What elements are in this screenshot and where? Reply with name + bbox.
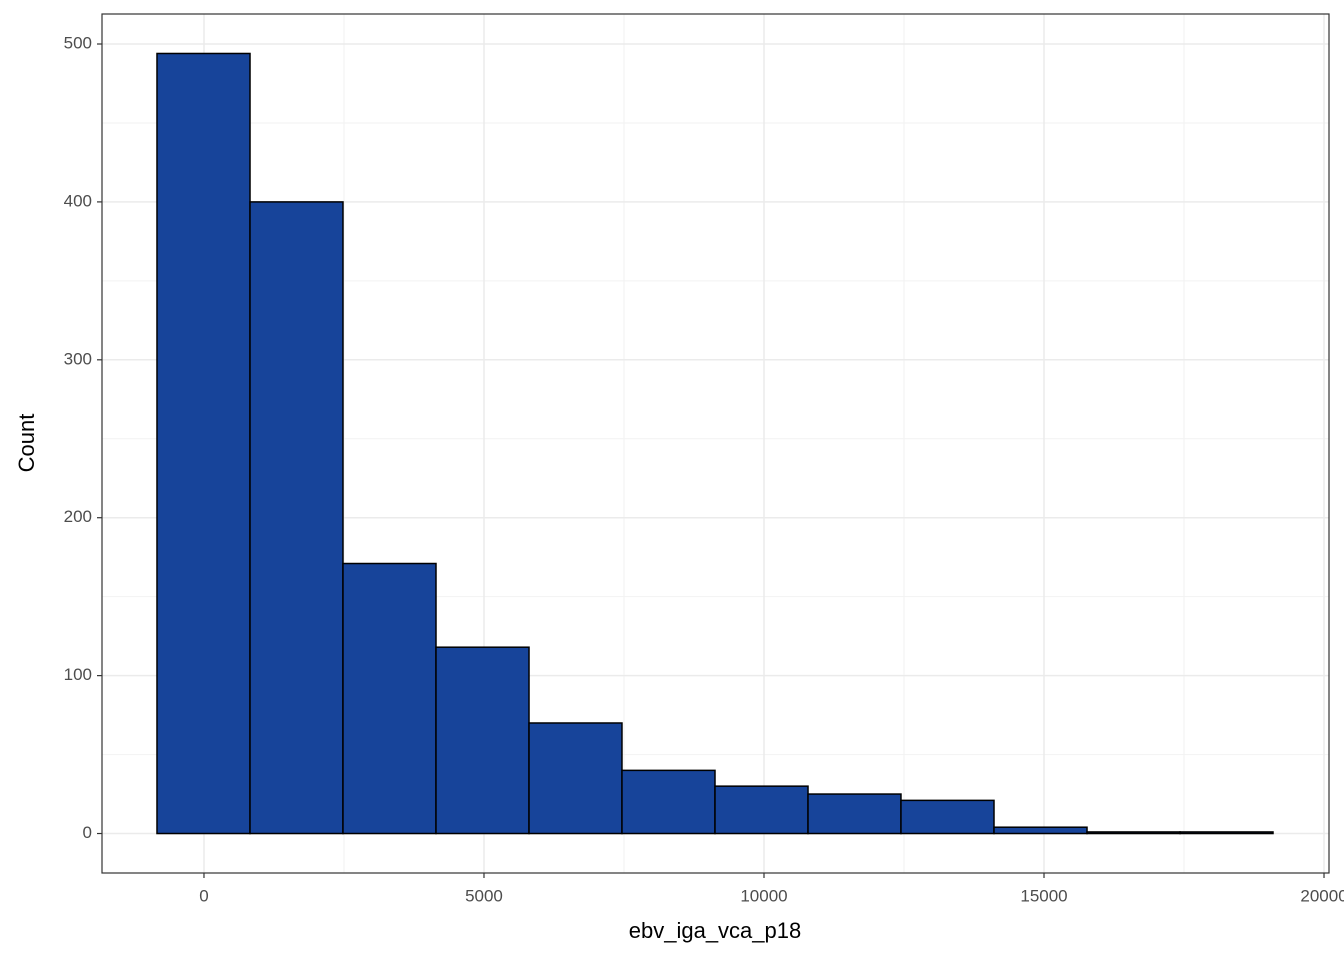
y-tick-label: 300	[64, 349, 92, 368]
x-axis-title: ebv_iga_vca_p18	[629, 918, 801, 943]
bar	[714, 785, 809, 835]
y-tick-label: 100	[64, 665, 92, 684]
bar	[621, 769, 716, 835]
bar	[1086, 831, 1181, 835]
bar	[528, 722, 623, 835]
panel-border	[101, 13, 1330, 874]
x-tick-label: 5000	[465, 886, 503, 905]
bar	[435, 646, 530, 835]
bar	[807, 793, 902, 835]
bar	[249, 201, 344, 835]
y-tick-label: 400	[64, 191, 92, 210]
bar	[900, 799, 995, 835]
bar	[993, 826, 1088, 835]
x-tick-label: 10000	[740, 886, 787, 905]
bar	[1179, 831, 1274, 835]
bar	[342, 562, 437, 835]
x-tick-label: 20000	[1300, 886, 1344, 905]
y-axis-title: Count	[14, 414, 39, 473]
y-tick-label: 200	[64, 507, 92, 526]
y-tick-label: 0	[83, 823, 92, 842]
y-tick-label: 500	[64, 33, 92, 52]
x-tick-label: 0	[199, 886, 208, 905]
bar	[156, 52, 251, 835]
x-tick-label: 15000	[1020, 886, 1067, 905]
